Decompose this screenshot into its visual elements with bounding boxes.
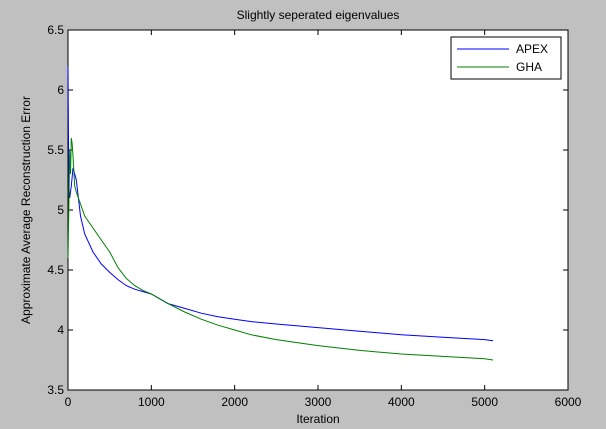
y-tick-label: 6 [57,83,64,97]
x-tick-label: 0 [65,395,72,409]
y-tick-label: 4.5 [47,263,64,277]
y-tick-label: 3.5 [47,383,64,397]
chart-title: Slightly seperated eigenvalues [237,8,400,22]
y-tick-label: 5.5 [47,143,64,157]
x-tick-label: 3000 [305,395,332,409]
x-tick-label: 6000 [555,395,582,409]
series-layer [67,65,494,361]
x-axis-label: Iteration [296,412,339,426]
x-tick-label: 1000 [138,395,165,409]
legend: APEX GHA [450,36,562,80]
y-tick-label: 4 [57,323,64,337]
legend-box [450,36,562,80]
x-axis-ticks: 0 1000 2000 3000 4000 5000 6000 [65,30,582,409]
legend-label-apex: APEX [516,42,548,56]
y-axis-ticks: 3.5 4 4.5 5 5.5 6 6.5 [47,23,568,397]
legend-label-gha: GHA [516,60,542,74]
series-line-gha [67,137,494,361]
y-tick-label: 5 [57,203,64,217]
x-tick-label: 4000 [388,395,415,409]
x-tick-label: 5000 [471,395,498,409]
plot-area [67,29,569,391]
y-tick-label: 6.5 [47,23,64,37]
y-axis-label: Approximate Average Reconstruction Error [19,96,33,324]
x-tick-label: 2000 [221,395,248,409]
